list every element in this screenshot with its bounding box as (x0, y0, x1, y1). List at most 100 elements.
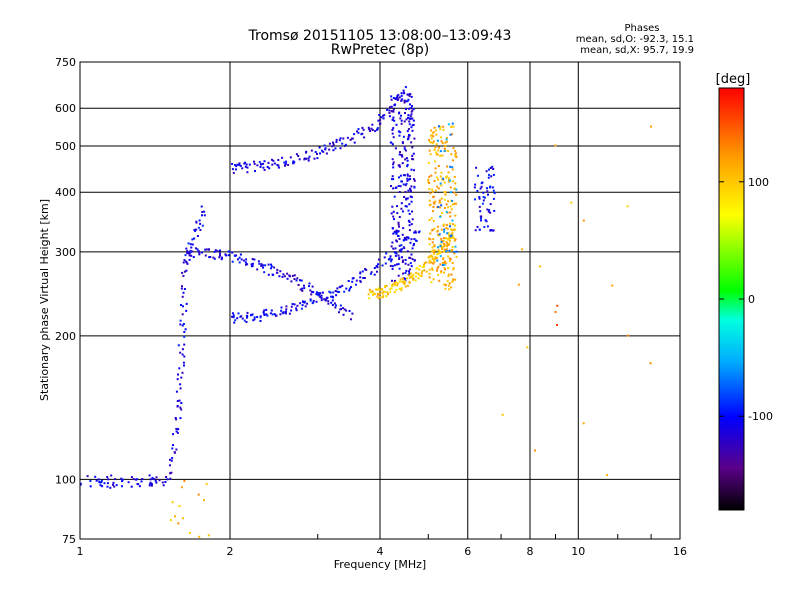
data-point (179, 351, 182, 354)
data-point (418, 268, 421, 271)
data-point (179, 383, 182, 386)
data-point (372, 293, 374, 296)
data-point (408, 134, 411, 137)
data-point (439, 125, 442, 128)
data-point (271, 273, 274, 276)
data-point (404, 158, 407, 161)
data-point (482, 199, 485, 202)
data-point (447, 150, 450, 152)
data-point (363, 277, 366, 279)
data-point (293, 278, 296, 280)
data-point (433, 148, 436, 151)
data-point (391, 118, 394, 121)
data-point (485, 170, 488, 173)
data-point (253, 318, 256, 321)
data-point (384, 262, 387, 265)
data-point (436, 230, 439, 233)
data-point (379, 119, 382, 121)
data-point (208, 256, 211, 259)
data-point (411, 124, 414, 127)
data-point (446, 248, 448, 251)
data-point (413, 185, 416, 188)
data-point (380, 116, 383, 119)
data-point (345, 287, 348, 290)
data-point (493, 209, 496, 212)
data-point (411, 210, 413, 213)
data-point (174, 515, 176, 518)
y-tick-label: 100 (55, 473, 76, 486)
data-point (448, 239, 451, 242)
data-point (428, 204, 431, 207)
data-point (449, 211, 452, 214)
data-point (429, 260, 432, 263)
data-point (439, 154, 442, 157)
data-point (409, 262, 412, 265)
data-point (250, 314, 252, 317)
data-point (182, 361, 185, 364)
data-point (324, 299, 327, 302)
data-point (431, 188, 433, 191)
data-point (244, 161, 247, 164)
data-point (432, 219, 435, 222)
data-point (428, 276, 431, 279)
data-point (127, 481, 130, 484)
data-point (179, 406, 182, 409)
data-point (179, 319, 182, 322)
data-point (400, 92, 403, 95)
data-point (370, 271, 373, 274)
data-point (433, 252, 436, 255)
data-point (272, 159, 275, 162)
data-point (452, 125, 455, 128)
data-point (388, 115, 391, 118)
data-point (433, 202, 436, 205)
data-point (198, 251, 201, 254)
data-point (451, 168, 454, 171)
data-point (447, 244, 450, 247)
data-point (410, 126, 413, 129)
data-point (298, 158, 301, 161)
data-point (397, 274, 400, 277)
data-point (408, 281, 411, 284)
data-point (437, 246, 439, 249)
data-point (443, 248, 446, 251)
data-point (254, 170, 256, 172)
data-point (454, 228, 457, 231)
data-point (443, 181, 446, 184)
data-point (419, 274, 422, 277)
data-point (181, 348, 184, 351)
data-point (396, 263, 398, 266)
data-point (398, 112, 400, 115)
data-point (280, 309, 283, 312)
data-point (408, 224, 411, 227)
data-point (401, 261, 404, 263)
data-point (227, 254, 230, 257)
data-point (400, 289, 403, 292)
data-point (180, 408, 183, 411)
data-point (436, 267, 439, 270)
data-point (414, 231, 417, 234)
data-point (319, 152, 322, 155)
data-point (449, 165, 452, 168)
data-point (283, 275, 286, 278)
data-point (404, 238, 406, 241)
data-point (382, 294, 385, 297)
data-point (414, 239, 417, 242)
data-point (400, 154, 403, 156)
data-point (110, 474, 113, 477)
data-point (330, 301, 333, 304)
data-point (252, 262, 254, 265)
data-point (485, 220, 488, 223)
data-point (400, 207, 403, 210)
data-point (416, 267, 419, 269)
data-point (371, 290, 374, 293)
data-point (482, 196, 485, 198)
data-point (410, 141, 413, 144)
data-point (373, 273, 376, 276)
data-point (446, 238, 449, 241)
data-point (488, 209, 491, 212)
data-point (150, 484, 153, 487)
data-point (227, 250, 230, 253)
data-point (289, 275, 291, 278)
data-point (153, 478, 156, 481)
data-point (174, 417, 177, 419)
